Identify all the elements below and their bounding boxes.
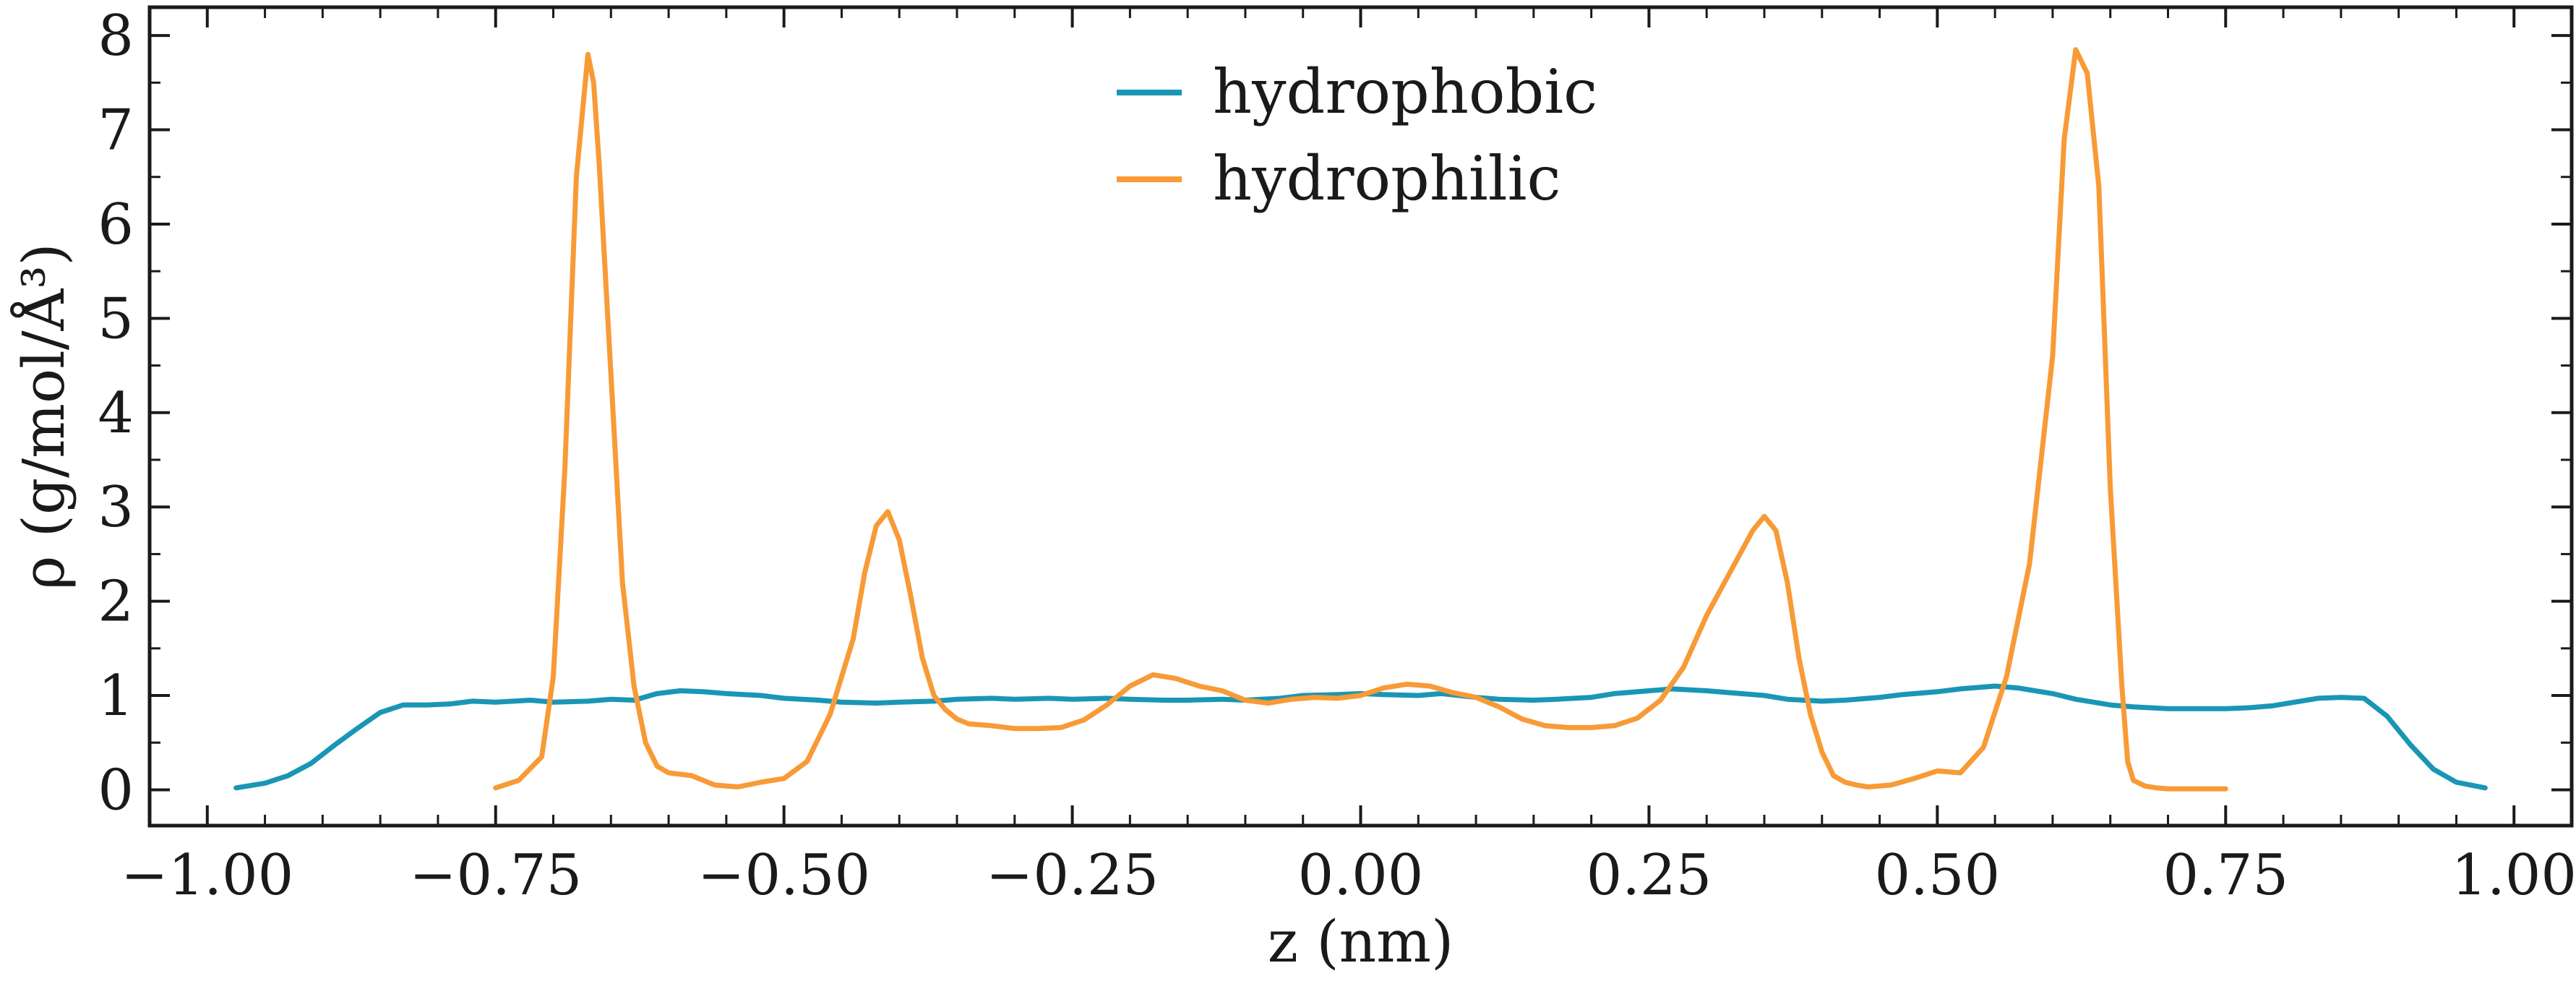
x-tick-label: 1.00	[2451, 843, 2576, 908]
y-tick-label: 4	[98, 381, 134, 446]
x-tick-label: 0.75	[2163, 843, 2288, 908]
x-tick-label: −0.75	[409, 843, 582, 908]
x-tick-label: 0.25	[1587, 843, 1712, 908]
y-tick-label: 2	[98, 570, 134, 635]
series-line-hydrophobic	[233, 683, 2488, 791]
legend-label-hydrophilic: hydrophilic	[1213, 143, 1561, 214]
series-line-hydrophilic	[493, 47, 2228, 792]
y-tick-label: 1	[98, 664, 134, 729]
plot-layer: −1.00 −0.75 −0.50 −0.25 0.00 0.25 0.50 0.75 1.00…	[98, 4, 2576, 908]
y-tick-label: 0	[98, 758, 134, 823]
legend-label-hydrophobic: hydrophobic	[1213, 56, 1597, 127]
y-tick-label: 7	[98, 98, 134, 163]
x-axis-title: z (nm)	[1268, 908, 1454, 975]
x-tick-label: 0.50	[1875, 843, 2001, 908]
y-tick-label: 8	[98, 4, 134, 69]
x-tick-label: −0.25	[986, 843, 1159, 908]
y-tick-label: 5	[98, 286, 134, 351]
y-tick-label: 3	[98, 475, 134, 540]
x-tick-label: −0.50	[697, 843, 870, 908]
x-tick-label: 0.00	[1298, 843, 1424, 908]
y-axis-title: ρ (g/mol/Å³)	[9, 243, 77, 589]
y-tick-label: 6	[98, 192, 134, 257]
x-tick-label: −1.00	[121, 843, 293, 908]
legend: hydrophobic hydrophilic	[1117, 56, 1597, 214]
